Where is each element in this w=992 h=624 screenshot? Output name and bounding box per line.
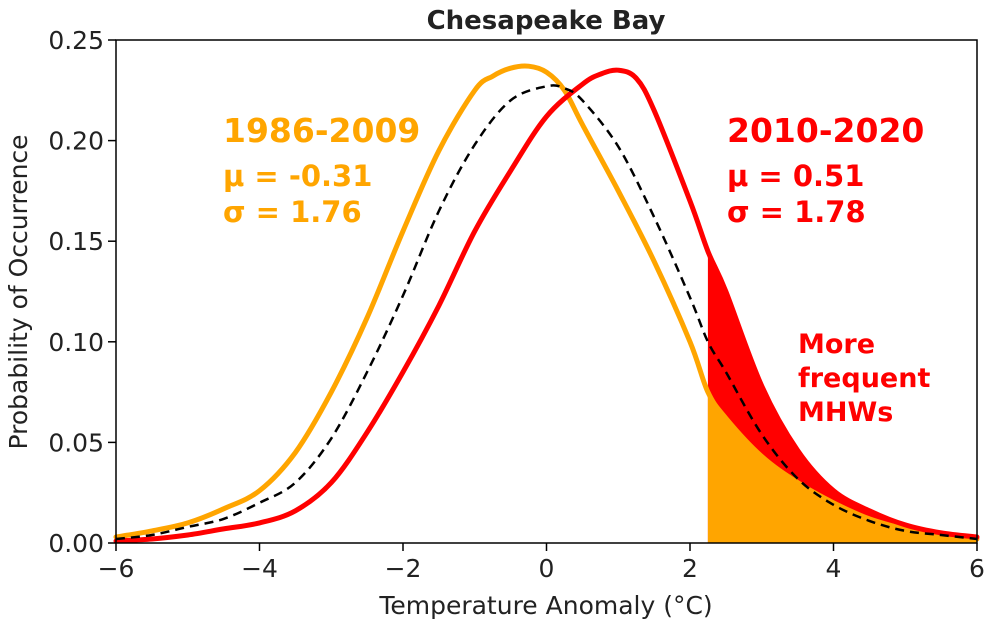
x-axis: −6 −4 −2 0 2 4 6 bbox=[98, 543, 985, 583]
late-period-curve bbox=[113, 67, 980, 544]
combined-dashed-curve bbox=[115, 84, 978, 541]
late-period-label: 2010-2020 bbox=[727, 111, 924, 150]
x-axis-label: Temperature Anomaly (°C) bbox=[378, 591, 712, 620]
x-tick-label: 6 bbox=[969, 554, 985, 583]
y-axis-label: Probability of Occurrence bbox=[4, 134, 33, 449]
x-tick-label: −2 bbox=[385, 554, 422, 583]
early-period-curve bbox=[113, 63, 980, 542]
mhw-label-line1: More bbox=[798, 329, 875, 360]
y-axis: 0.00 0.05 0.10 0.15 0.20 0.25 bbox=[48, 26, 116, 558]
early-tail-fill bbox=[707, 392, 977, 543]
early-period-label: 1986-2009 bbox=[223, 111, 420, 150]
late-mu-label: μ = 0.51 bbox=[727, 159, 864, 193]
late-sigma-label: σ = 1.78 bbox=[727, 195, 866, 229]
x-tick-label: 2 bbox=[682, 554, 698, 583]
early-mu-label: μ = -0.31 bbox=[223, 159, 372, 193]
x-tick-label: −6 bbox=[98, 554, 135, 583]
y-tick-label: 0.10 bbox=[48, 328, 104, 357]
curves bbox=[113, 63, 980, 544]
y-tick-label: 0.00 bbox=[48, 529, 104, 558]
y-tick-label: 0.20 bbox=[48, 127, 104, 156]
x-tick-label: 4 bbox=[826, 554, 842, 583]
mhw-label-line2: frequent bbox=[798, 363, 930, 394]
x-tick-label: 0 bbox=[539, 554, 555, 583]
y-tick-label: 0.05 bbox=[48, 428, 104, 457]
x-tick-label: −4 bbox=[241, 554, 278, 583]
mhw-label-line3: MHWs bbox=[798, 397, 893, 428]
chart-title: Chesapeake Bay bbox=[427, 6, 666, 36]
early-sigma-label: σ = 1.76 bbox=[223, 195, 362, 229]
y-tick-label: 0.15 bbox=[48, 227, 104, 256]
y-tick-label: 0.25 bbox=[48, 26, 104, 55]
